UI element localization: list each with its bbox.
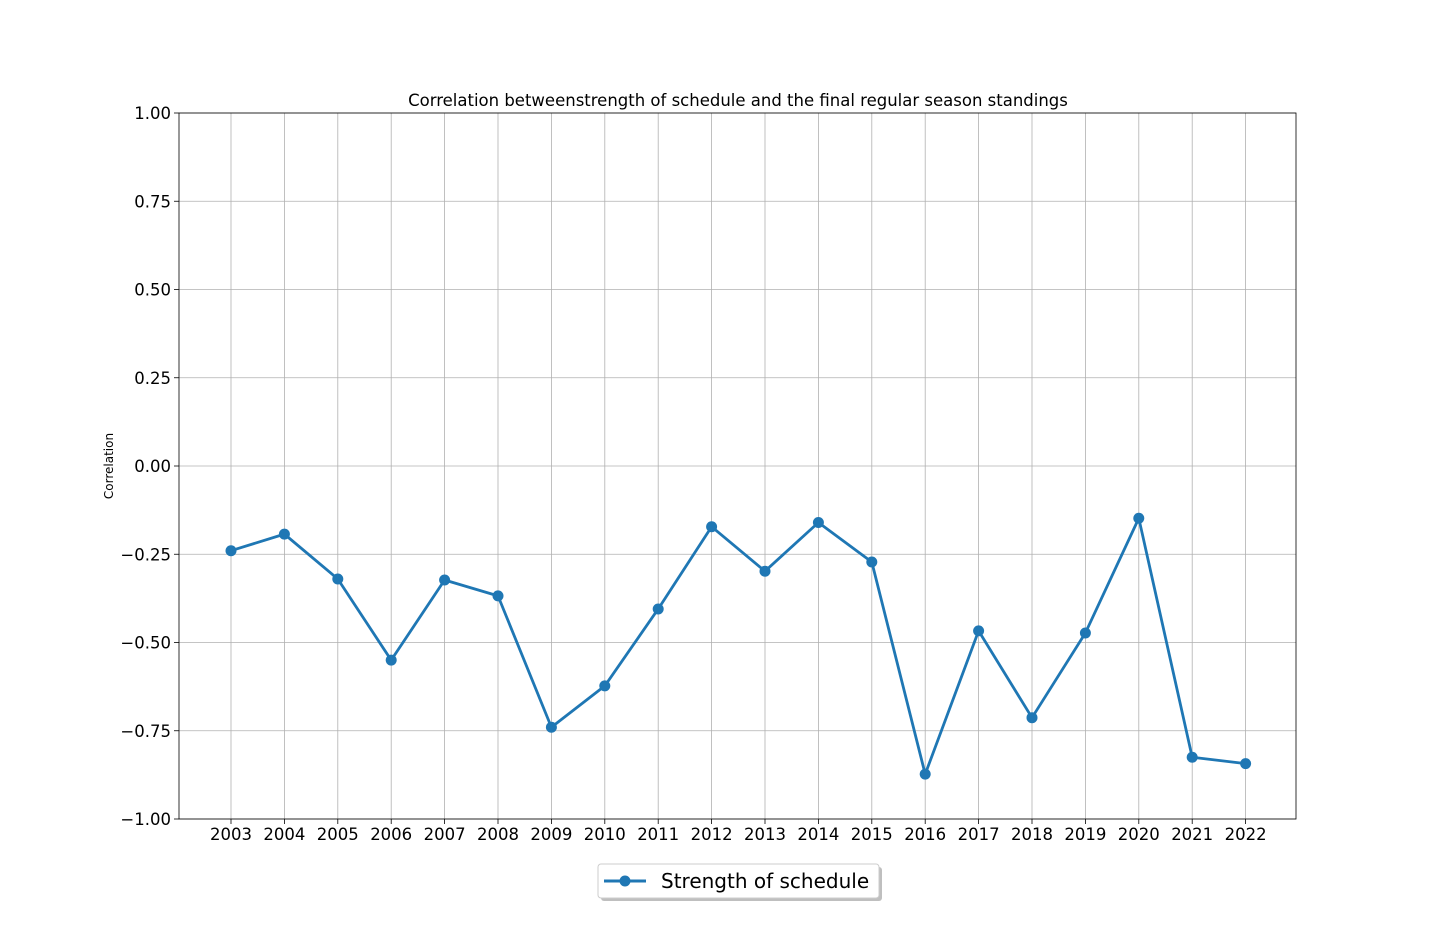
x-tick-label: 2017 <box>958 825 1000 844</box>
y-tick-label: −0.75 <box>120 722 171 741</box>
x-tick-label: 2010 <box>584 825 626 844</box>
x-tick-label: 2018 <box>1011 825 1053 844</box>
data-point <box>759 565 771 577</box>
plot-frame <box>178 112 1297 820</box>
data-point <box>1186 751 1198 763</box>
x-tick-label: 2020 <box>1118 825 1160 844</box>
data-point <box>1079 627 1091 639</box>
data-point <box>385 654 397 666</box>
data-point <box>866 556 878 568</box>
y-tick-label: −0.50 <box>120 634 171 653</box>
y-tick-label: −1.00 <box>120 810 171 829</box>
x-tick-label: 2006 <box>370 825 412 844</box>
chart-title: Correlation betweenstrength of schedule … <box>408 91 1068 110</box>
y-tick-label: 1.00 <box>134 104 171 123</box>
data-point <box>1026 712 1038 724</box>
data-point <box>812 516 824 528</box>
legend: Strength of schedule <box>597 863 882 901</box>
data-point <box>706 521 718 533</box>
x-tick-label: 2009 <box>530 825 572 844</box>
x-tick-label: 2003 <box>210 825 252 844</box>
x-tick-label: 2004 <box>263 825 305 844</box>
legend-label: Strength of schedule <box>661 869 869 893</box>
x-tick-label: 2021 <box>1171 825 1213 844</box>
x-tick-label: 2013 <box>744 825 786 844</box>
series-layer <box>225 512 1252 780</box>
data-point <box>919 768 931 780</box>
axes <box>174 112 1297 824</box>
data-point <box>225 545 237 557</box>
tick-labels: 2003 2004 2005 2006 2007 2008 2009 2010 2011 2012… <box>120 104 1266 844</box>
data-point <box>1133 512 1145 524</box>
data-point <box>332 573 344 585</box>
series-line <box>230 516 1246 776</box>
x-tick-label: 2016 <box>904 825 946 844</box>
y-tick-label: −0.25 <box>120 545 171 564</box>
data-point <box>973 625 985 637</box>
data-point <box>439 574 451 586</box>
x-tick-label: 2011 <box>637 825 679 844</box>
data-point <box>545 721 557 733</box>
grid <box>179 112 1296 820</box>
data-point <box>599 680 611 692</box>
data-point <box>492 590 504 602</box>
legend-marker <box>619 875 631 887</box>
y-tick-label: 0.25 <box>134 369 171 388</box>
x-tick-label: 2012 <box>691 825 733 844</box>
y-tick-label: 0.50 <box>134 281 171 300</box>
data-point <box>652 603 664 615</box>
x-tick-label: 2015 <box>851 825 893 844</box>
x-tick-label: 2005 <box>317 825 359 844</box>
x-tick-label: 2022 <box>1225 825 1267 844</box>
legend-box <box>597 863 880 899</box>
x-tick-label: 2007 <box>424 825 466 844</box>
y-tick-label: 0.75 <box>134 192 171 211</box>
y-tick-label: 0.00 <box>134 457 171 476</box>
data-point <box>1240 758 1252 770</box>
data-point <box>278 528 290 540</box>
x-tick-label: 2014 <box>797 825 839 844</box>
x-tick-label: 2008 <box>477 825 519 844</box>
y-axis-label: Correlation <box>102 433 116 499</box>
x-tick-label: 2019 <box>1064 825 1106 844</box>
